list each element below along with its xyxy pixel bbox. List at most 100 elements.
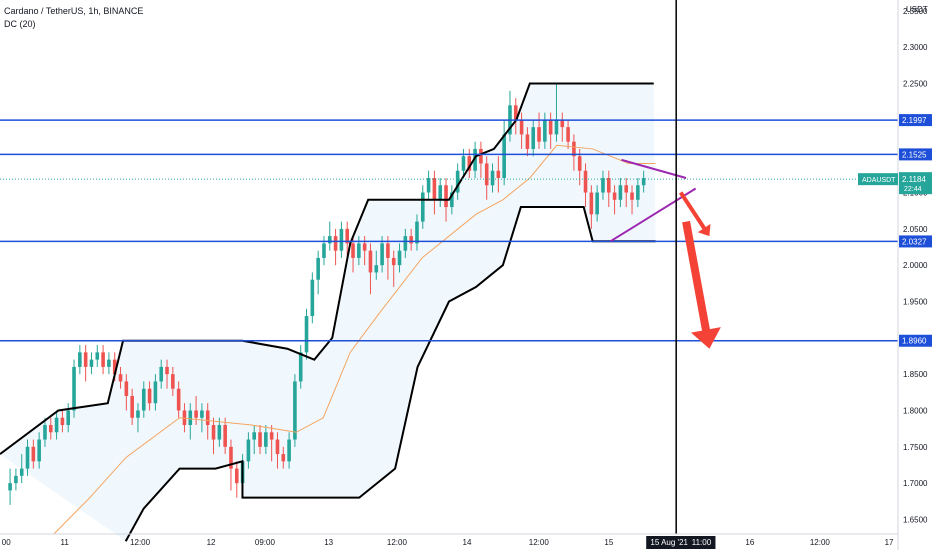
level-price-label: 2.1525: [902, 150, 927, 159]
y-tick-label: 2.0500: [903, 225, 928, 234]
candle-body: [589, 192, 594, 215]
candle-body: [636, 185, 640, 200]
candle-body: [391, 257, 396, 266]
channel-lower-line: [124, 206, 656, 542]
candle-body: [397, 250, 402, 266]
y-tick-label: 2.2500: [903, 80, 928, 89]
y-tick-label: 1.7000: [903, 479, 928, 488]
candle-body: [595, 192, 599, 215]
candle-body: [525, 134, 530, 149]
large-down-arrow: [682, 220, 721, 349]
level-price-label: 1.8960: [902, 337, 927, 346]
candle-body: [252, 432, 257, 440]
candle-body: [72, 366, 76, 411]
candle-body: [130, 395, 134, 418]
candle-body: [322, 243, 326, 258]
candle-body: [473, 148, 477, 171]
candle-body: [519, 119, 524, 135]
candle-body: [275, 439, 280, 455]
candle-body: [630, 192, 634, 200]
candle-body: [25, 446, 30, 469]
candle-body: [176, 388, 181, 411]
candle-body: [217, 425, 222, 440]
candle-body: [141, 388, 146, 411]
candle-body: [107, 359, 111, 367]
last-price-label: 2.1184: [902, 175, 926, 184]
candle-body: [136, 410, 140, 418]
candle-body: [200, 410, 204, 418]
candle-body: [345, 228, 350, 244]
candle-body: [147, 388, 152, 404]
x-tick-label: 12: [207, 538, 216, 547]
candle-body: [426, 178, 431, 193]
x-tick-label: 12:00: [130, 538, 151, 547]
candle-body: [19, 468, 24, 476]
x-tick-label: 13: [324, 538, 333, 547]
candle-body: [490, 170, 495, 186]
candle-body: [420, 192, 425, 222]
candle-body: [112, 359, 117, 375]
candle-body: [304, 316, 309, 353]
candle-body: [543, 119, 547, 142]
bar-countdown: 22:44: [904, 186, 922, 193]
y-tick-label: 1.9500: [903, 298, 928, 307]
candle-body: [89, 359, 94, 367]
candles: [8, 83, 646, 505]
level-price-tag: [899, 114, 932, 127]
candle-body: [95, 352, 100, 360]
x-tick-label: 00: [2, 538, 11, 547]
candle-body: [293, 381, 297, 440]
candle-body: [310, 279, 315, 317]
price-axis-bg: [898, 0, 932, 550]
candle-body: [618, 185, 623, 200]
symbol-label: ADAUSDT: [862, 177, 896, 184]
candle-body: [450, 192, 454, 208]
candle-body: [159, 366, 164, 382]
candle-body: [554, 119, 559, 135]
candle-body: [484, 163, 489, 186]
candle-body: [258, 432, 262, 447]
candle-body: [368, 250, 373, 273]
candle-body: [229, 446, 233, 469]
candle-body: [357, 243, 361, 258]
crosshair-time-label: 15 Aug '21: [650, 538, 688, 547]
chart-title: Cardano / TetherUS, 1h, BINANCE: [4, 6, 144, 16]
candle-body: [118, 374, 123, 382]
y-tick-label: 2.3500: [903, 7, 928, 16]
crosshair-time-label: 11:00: [692, 538, 712, 547]
x-tick-label: 09:00: [255, 538, 276, 547]
crosshair-time-tag: [687, 536, 716, 549]
candle-body: [298, 352, 303, 382]
level-price-tag: [899, 235, 932, 248]
candle-body: [194, 410, 198, 418]
candle-body: [641, 178, 646, 186]
candle-body: [223, 425, 227, 447]
channel-upper-line: [0, 82, 654, 455]
y-tick-label: 1.8000: [903, 406, 928, 415]
candle-body: [48, 425, 53, 433]
symbol-tag: [858, 173, 898, 186]
candle-body: [205, 410, 210, 426]
candle-body: [8, 483, 12, 491]
small-down-arrow: [679, 191, 711, 237]
candle-body: [287, 439, 291, 462]
candle-body: [101, 352, 105, 367]
candle-body: [432, 178, 437, 200]
candle-body: [606, 178, 611, 193]
candle-body: [537, 127, 541, 142]
candle-body: [83, 352, 88, 367]
candle-body: [188, 410, 193, 426]
indicator-label: DC (20): [4, 19, 36, 29]
triangle-upper-trendline: [621, 158, 687, 179]
candle-body: [438, 185, 443, 200]
channel-basis-line: [53, 144, 656, 535]
candle-body: [281, 454, 286, 462]
channel-fill: [0, 83, 656, 542]
candle-body: [455, 170, 460, 193]
candle-body: [479, 148, 483, 164]
level-price-label: 2.0327: [902, 237, 927, 246]
candle-body: [362, 243, 367, 251]
candle-body: [165, 366, 169, 375]
y-tick-label: 1.8500: [903, 370, 928, 379]
